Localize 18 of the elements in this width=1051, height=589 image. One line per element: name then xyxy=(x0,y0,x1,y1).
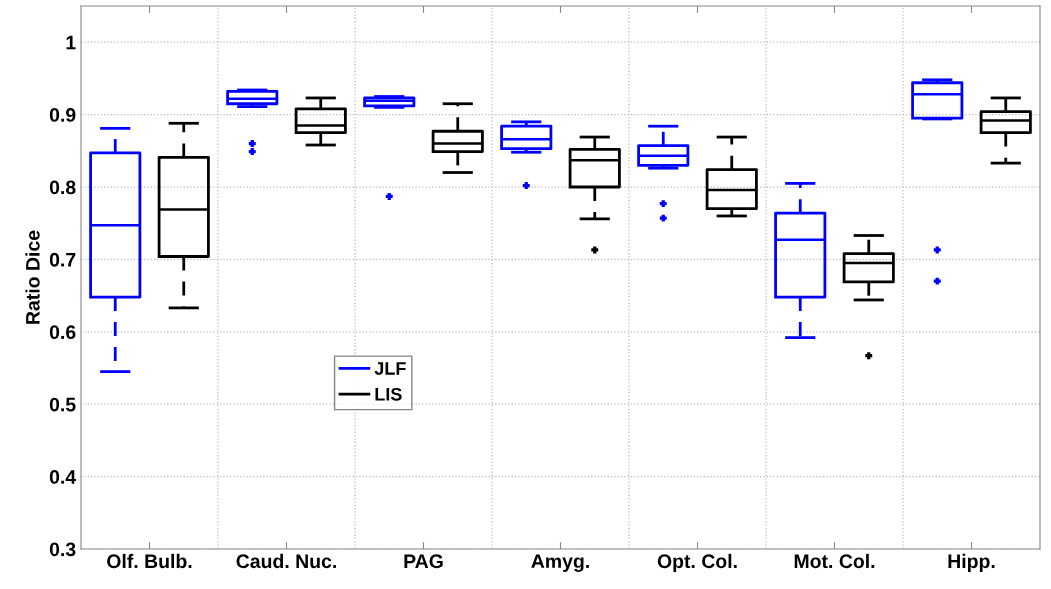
y-axis-title: Ratio Dice xyxy=(25,230,40,324)
y-tick-label: 0.8 xyxy=(49,180,76,195)
x-tick-label: Amyg. xyxy=(531,554,589,572)
x-tick-label: PAG xyxy=(404,554,443,569)
x-tick-label: Opt. Col. xyxy=(657,553,737,572)
y-tick-label: 0.6 xyxy=(49,325,76,340)
y-tick-label: 0.7 xyxy=(49,252,76,267)
legend-label: LIS xyxy=(375,387,402,401)
x-tick-label: Hipp. xyxy=(948,553,995,572)
y-tick-label: 1 xyxy=(66,35,76,50)
y-tick-label: 0.4 xyxy=(49,470,77,484)
y-tick-label: 0.3 xyxy=(49,542,76,557)
y-tick-label: 0.9 xyxy=(49,108,76,122)
x-tick-label: Mot. Col. xyxy=(794,553,875,569)
x-tick-label: Olf. Bulb. xyxy=(107,553,192,569)
x-tick-label: Caud. Nuc. xyxy=(236,553,336,569)
y-tick-label: 0.5 xyxy=(49,397,76,412)
legend-label: JLF xyxy=(374,362,406,375)
